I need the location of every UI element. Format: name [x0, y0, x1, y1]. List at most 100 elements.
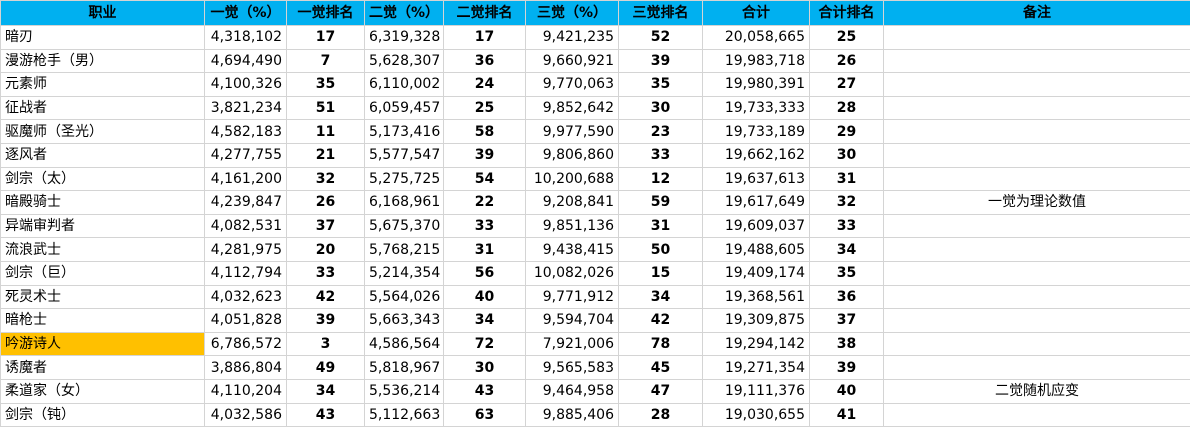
job-cell[interactable]: 暗刃: [0, 25, 205, 50]
awake1-cell[interactable]: 4,239,847: [204, 190, 287, 215]
awake2-rank-cell[interactable]: 30: [443, 355, 526, 380]
total-cell[interactable]: 19,368,561: [702, 284, 810, 310]
awake1-rank-cell[interactable]: 20: [286, 237, 365, 262]
job-cell[interactable]: 征战者: [0, 95, 205, 121]
awake1-rank-cell[interactable]: 7: [286, 48, 365, 74]
header-cell-job[interactable]: 职业: [0, 0, 205, 26]
awake1-rank-cell[interactable]: 49: [286, 355, 365, 380]
awake3-rank-cell[interactable]: 35: [618, 72, 703, 97]
total-rank-cell[interactable]: 38: [809, 331, 884, 357]
awake2-rank-cell[interactable]: 43: [443, 378, 526, 404]
awake3-rank-cell[interactable]: 42: [618, 308, 703, 333]
awake1-cell[interactable]: 4,112,794: [204, 260, 287, 286]
awake1-rank-cell[interactable]: 11: [286, 119, 365, 144]
note-cell[interactable]: [883, 213, 1190, 239]
total-rank-cell[interactable]: 33: [809, 213, 884, 239]
total-rank-cell[interactable]: 30: [809, 142, 884, 168]
awake1-cell[interactable]: 4,281,975: [204, 237, 287, 262]
job-cell[interactable]: 暗枪士: [0, 308, 205, 333]
total-rank-cell[interactable]: 36: [809, 284, 884, 310]
total-cell[interactable]: 19,733,333: [702, 95, 810, 121]
awake1-rank-cell[interactable]: 39: [286, 308, 365, 333]
awake2-rank-cell[interactable]: 33: [443, 213, 526, 239]
note-cell[interactable]: [883, 142, 1190, 168]
note-cell[interactable]: [883, 95, 1190, 121]
note-cell[interactable]: 一觉为理论数值: [883, 190, 1190, 215]
awake2-cell[interactable]: 4,586,564: [364, 331, 444, 357]
awake3-rank-cell[interactable]: 47: [618, 378, 703, 404]
note-cell[interactable]: [883, 166, 1190, 192]
awake2-cell[interactable]: 6,319,328: [364, 25, 444, 50]
total-rank-cell[interactable]: 34: [809, 237, 884, 262]
awake3-cell[interactable]: 9,885,406: [525, 402, 619, 428]
awake2-cell[interactable]: 5,663,343: [364, 308, 444, 333]
awake1-rank-cell[interactable]: 35: [286, 72, 365, 97]
awake3-cell[interactable]: 9,852,642: [525, 95, 619, 121]
awake2-rank-cell[interactable]: 63: [443, 402, 526, 428]
awake1-rank-cell[interactable]: 32: [286, 166, 365, 192]
awake2-cell[interactable]: 5,577,547: [364, 142, 444, 168]
header-cell-note[interactable]: 备注: [883, 0, 1190, 26]
awake3-cell[interactable]: 10,082,026: [525, 260, 619, 286]
job-cell[interactable]: 剑宗（太）: [0, 166, 205, 192]
awake3-cell[interactable]: 9,438,415: [525, 237, 619, 262]
awake1-cell[interactable]: 4,277,755: [204, 142, 287, 168]
total-rank-cell[interactable]: 27: [809, 72, 884, 97]
awake1-cell[interactable]: 4,051,828: [204, 308, 287, 333]
total-rank-cell[interactable]: 41: [809, 402, 884, 428]
job-cell[interactable]: 异端审判者: [0, 213, 205, 239]
awake1-cell[interactable]: 3,821,234: [204, 95, 287, 121]
awake3-cell[interactable]: 9,565,583: [525, 355, 619, 380]
awake3-rank-cell[interactable]: 52: [618, 25, 703, 50]
awake1-rank-cell[interactable]: 37: [286, 213, 365, 239]
total-rank-cell[interactable]: 35: [809, 260, 884, 286]
awake1-cell[interactable]: 4,318,102: [204, 25, 287, 50]
awake1-cell[interactable]: 4,161,200: [204, 166, 287, 192]
awake3-rank-cell[interactable]: 78: [618, 331, 703, 357]
job-cell[interactable]: 剑宗（巨）: [0, 260, 205, 286]
awake3-cell[interactable]: 9,977,590: [525, 119, 619, 144]
total-rank-cell[interactable]: 26: [809, 48, 884, 74]
awake2-rank-cell[interactable]: 34: [443, 308, 526, 333]
awake3-cell[interactable]: 7,921,006: [525, 331, 619, 357]
awake3-cell[interactable]: 9,660,921: [525, 48, 619, 74]
awake3-rank-cell[interactable]: 34: [618, 284, 703, 310]
job-cell[interactable]: 柔道家（女）: [0, 378, 205, 404]
job-cell[interactable]: 吟游诗人: [0, 331, 205, 357]
total-cell[interactable]: 19,488,605: [702, 237, 810, 262]
awake3-rank-cell[interactable]: 45: [618, 355, 703, 380]
awake2-rank-cell[interactable]: 54: [443, 166, 526, 192]
awake2-cell[interactable]: 5,628,307: [364, 48, 444, 74]
awake2-rank-cell[interactable]: 56: [443, 260, 526, 286]
job-cell[interactable]: 诱魔者: [0, 355, 205, 380]
awake1-rank-cell[interactable]: 51: [286, 95, 365, 121]
total-cell[interactable]: 19,980,391: [702, 72, 810, 97]
note-cell[interactable]: [883, 237, 1190, 262]
awake2-rank-cell[interactable]: 39: [443, 142, 526, 168]
awake3-rank-cell[interactable]: 50: [618, 237, 703, 262]
total-cell[interactable]: 19,637,613: [702, 166, 810, 192]
awake1-rank-cell[interactable]: 34: [286, 378, 365, 404]
note-cell[interactable]: [883, 48, 1190, 74]
job-cell[interactable]: 流浪武士: [0, 237, 205, 262]
awake3-cell[interactable]: 9,806,860: [525, 142, 619, 168]
awake3-rank-cell[interactable]: 30: [618, 95, 703, 121]
total-rank-cell[interactable]: 40: [809, 378, 884, 404]
awake3-cell[interactable]: 9,851,136: [525, 213, 619, 239]
awake3-cell[interactable]: 9,594,704: [525, 308, 619, 333]
header-cell-total-rank[interactable]: 合计排名: [809, 0, 884, 26]
job-cell[interactable]: 死灵术士: [0, 284, 205, 310]
note-cell[interactable]: 二觉随机应变: [883, 378, 1190, 404]
note-cell[interactable]: [883, 72, 1190, 97]
awake1-rank-cell[interactable]: 21: [286, 142, 365, 168]
awake2-rank-cell[interactable]: 72: [443, 331, 526, 357]
header-cell-awake1[interactable]: 一觉（%）: [204, 0, 287, 26]
awake3-rank-cell[interactable]: 33: [618, 142, 703, 168]
total-rank-cell[interactable]: 29: [809, 119, 884, 144]
awake1-cell[interactable]: 4,110,204: [204, 378, 287, 404]
awake3-cell[interactable]: 9,421,235: [525, 25, 619, 50]
job-cell[interactable]: 元素师: [0, 72, 205, 97]
total-cell[interactable]: 20,058,665: [702, 25, 810, 50]
total-cell[interactable]: 19,111,376: [702, 378, 810, 404]
awake2-rank-cell[interactable]: 58: [443, 119, 526, 144]
